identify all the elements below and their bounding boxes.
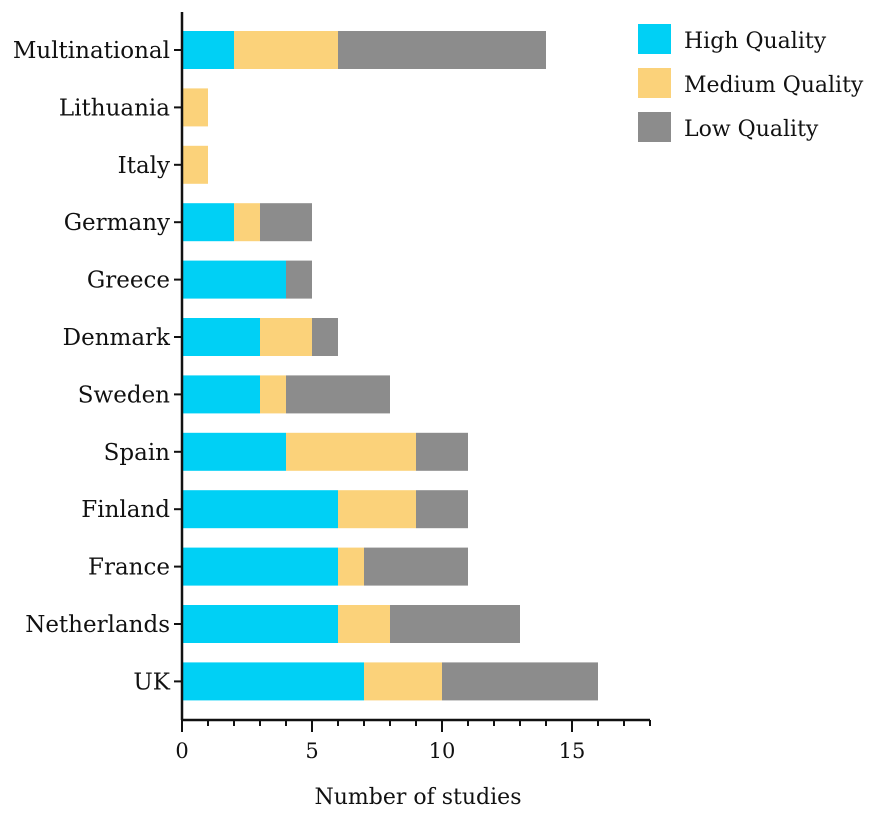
- bar-spain-high-quality: [182, 432, 286, 471]
- legend-swatch-low-quality: [638, 112, 671, 142]
- legend-label-low-quality: Low Quality: [684, 117, 819, 142]
- legend-swatch-high-quality: [638, 24, 671, 54]
- y-tick-label-spain: Spain: [104, 440, 171, 466]
- bar-spain-medium-quality: [286, 432, 416, 471]
- x-tick-label-5: 5: [305, 739, 318, 763]
- bar-germany-medium-quality: [234, 203, 260, 242]
- bar-greece-high-quality: [182, 260, 286, 299]
- bar-multinational-medium-quality: [234, 31, 338, 69]
- legend-swatch-medium-quality: [638, 68, 671, 98]
- y-tick-label-netherlands: Netherlands: [25, 612, 170, 638]
- bar-sweden-low-quality: [286, 375, 390, 414]
- bar-germany-low-quality: [260, 203, 312, 242]
- bar-italy-medium-quality: [182, 145, 208, 184]
- y-tick-label-germany: Germany: [64, 210, 170, 236]
- bar-finland-medium-quality: [338, 490, 416, 529]
- bar-netherlands-medium-quality: [338, 605, 390, 643]
- bars-group: [182, 31, 598, 701]
- bar-multinational-low-quality: [338, 31, 546, 69]
- bar-netherlands-low-quality: [390, 605, 520, 643]
- bar-finland-low-quality: [416, 490, 468, 529]
- bar-lithuania-medium-quality: [182, 88, 208, 127]
- axes-group: UK Netherlands France Finland Spain Sweden Den…: [13, 12, 651, 810]
- bar-netherlands-high-quality: [182, 605, 338, 643]
- bar-germany-high-quality: [182, 203, 234, 242]
- bar-france-medium-quality: [338, 547, 364, 586]
- bar-france-high-quality: [182, 547, 338, 586]
- legend-label-medium-quality: Medium Quality: [684, 73, 864, 98]
- y-tick-label-sweden: Sweden: [78, 382, 170, 408]
- legend: High Quality Medium Quality Low Quality: [638, 24, 864, 142]
- bar-uk-medium-quality: [364, 662, 442, 701]
- x-tick-label-15: 15: [559, 739, 586, 763]
- bar-denmark-high-quality: [182, 318, 260, 356]
- y-tick-label-greece: Greece: [87, 268, 170, 294]
- y-tick-label-multinational: Multinational: [13, 38, 170, 64]
- bar-france-low-quality: [364, 547, 468, 586]
- x-axis-title: Number of studies: [314, 785, 521, 810]
- y-tick-label-uk: UK: [133, 669, 170, 695]
- y-tick-label-france: France: [88, 555, 170, 581]
- bar-sweden-high-quality: [182, 375, 260, 414]
- bar-spain-low-quality: [416, 432, 468, 471]
- bar-denmark-medium-quality: [260, 318, 312, 356]
- y-tick-label-italy: Italy: [118, 153, 170, 179]
- bar-uk-high-quality: [182, 662, 364, 701]
- bar-uk-low-quality: [442, 662, 598, 701]
- y-tick-label-denmark: Denmark: [63, 325, 171, 351]
- bar-sweden-medium-quality: [260, 375, 286, 414]
- x-tick-label-0: 0: [175, 739, 188, 763]
- bar-finland-high-quality: [182, 490, 338, 529]
- y-tick-label-finland: Finland: [81, 497, 170, 523]
- y-tick-label-lithuania: Lithuania: [59, 95, 170, 121]
- legend-label-high-quality: High Quality: [684, 29, 827, 54]
- x-tick-label-10: 10: [429, 739, 456, 763]
- bar-denmark-low-quality: [312, 318, 338, 356]
- bar-greece-low-quality: [286, 260, 312, 299]
- bar-multinational-high-quality: [182, 31, 234, 69]
